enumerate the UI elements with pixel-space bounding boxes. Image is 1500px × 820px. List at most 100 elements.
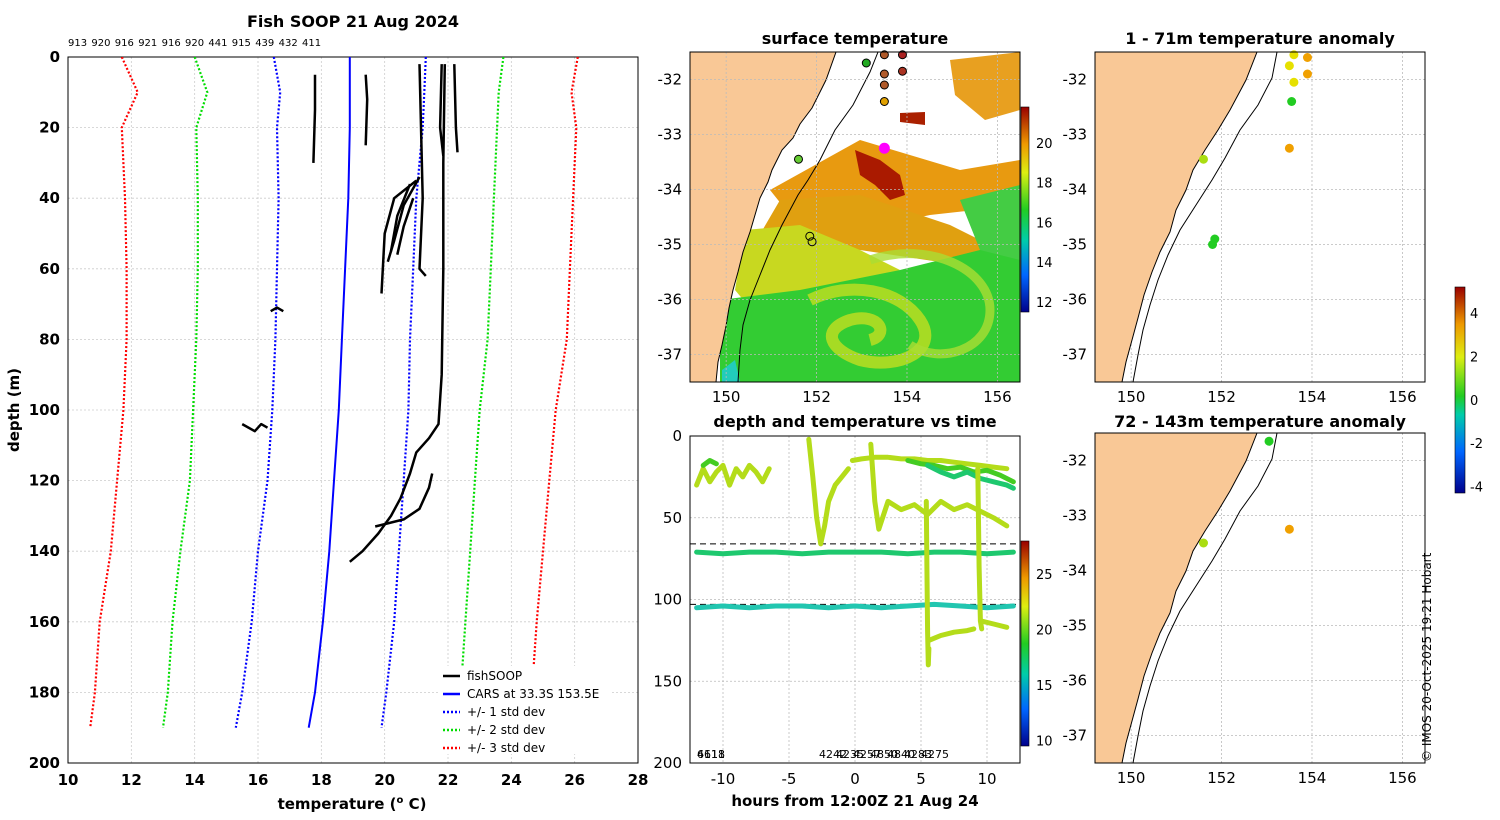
dt-axes-frame — [689, 435, 1021, 764]
profile-count-label: 913 — [68, 38, 87, 49]
profile-axes-frame — [67, 56, 639, 764]
anom1-point — [1289, 77, 1299, 87]
sst-ticks: 150 152 154 156 -32 -33 -34 -35 -36 -37 — [658, 71, 1012, 407]
sst-xtick-label: 152 — [802, 388, 831, 406]
profile-count-label: 432 — [279, 38, 298, 49]
anom1-ticks: 150 152 154 156 -32 -33 -34 -35 -36 -37 — [1063, 71, 1417, 407]
dt-ytick-label: 200 — [653, 754, 682, 772]
dt-colorbar-tick-label: 20 — [1036, 624, 1053, 639]
legend-label: fishSOOP — [467, 669, 522, 683]
profile-std-line — [161, 57, 209, 728]
sst-hot-filament — [855, 150, 905, 200]
anom2-title: 72 - 143m temperature anomaly — [1114, 412, 1406, 431]
dt-station-label: 4850 — [870, 748, 898, 761]
dt-ytick-label: 0 — [672, 427, 682, 445]
dt-tracks — [694, 436, 1016, 668]
profile-xtick-label: 16 — [248, 771, 269, 789]
profile-fishsoop-line — [380, 179, 418, 294]
legend-label: CARS at 33.3S 153.5E — [467, 687, 599, 701]
anom2-point — [1264, 436, 1274, 446]
profile-std-lines — [89, 57, 579, 728]
anom2-xtick-label: 154 — [1298, 769, 1327, 787]
sst-station-marker — [879, 97, 889, 106]
sst-station-marker — [897, 66, 907, 76]
credit-text: © IMOS 20-Oct-2025 19:21 Hobart — [1420, 552, 1434, 762]
anom1-ytick-label: -33 — [1063, 126, 1088, 144]
anom2-points — [1198, 436, 1294, 548]
profile-count-label: 916 — [115, 38, 134, 49]
profile-panel: Fish SOOP 21 Aug 2024 913 920 916 921 916 920… — [5, 12, 648, 813]
sst-stations — [793, 50, 907, 247]
sst-axes-frame — [689, 51, 1021, 383]
profile-count-label: 920 — [91, 38, 110, 49]
profile-fishsoop-line — [438, 64, 445, 156]
profile-x-ticks: 10 12 14 16 18 20 22 24 26 28 — [58, 771, 649, 789]
profile-ytick-label: 120 — [29, 472, 60, 490]
profile-ytick-label: 140 — [29, 542, 60, 560]
anomaly-72-143-panel: 72 - 143m temperature anomaly 150 152 154 1… — [1063, 286, 1483, 788]
anom1-ytick-label: -37 — [1063, 346, 1088, 364]
anom1-point — [1302, 69, 1312, 79]
sst-colorbar-tick-label: 16 — [1036, 216, 1053, 231]
profile-fishsoop-line — [389, 183, 412, 252]
anom1-isobath — [1132, 51, 1278, 383]
anom1-ytick-label: -36 — [1063, 291, 1088, 309]
anom2-ytick-label: -33 — [1063, 507, 1088, 525]
sst-grid — [690, 52, 1020, 382]
dt-xtick-label: 5 — [916, 770, 926, 788]
dt-station-label: 4242 — [819, 748, 847, 761]
profile-xtick-label: 10 — [58, 771, 79, 789]
anom2-xtick-label: 150 — [1117, 769, 1146, 787]
anom2-ytick-label: -32 — [1063, 452, 1088, 470]
anom2-ticks: 150 152 154 156 -32 -33 -34 -35 -36 -37 — [1063, 452, 1417, 788]
anom2-xtick-label: 152 — [1207, 769, 1236, 787]
dt-ytick-label: 150 — [653, 672, 682, 690]
profile-xtick-label: 28 — [628, 771, 649, 789]
legend-label: +/- 1 std dev — [467, 705, 545, 719]
dt-ytick-label: 100 — [653, 591, 682, 609]
sst-hot-spot-north — [900, 112, 925, 125]
dt-track — [975, 466, 985, 632]
sst-ytick-label: -37 — [658, 346, 683, 364]
profile-fishsoop-line — [270, 306, 284, 313]
profile-xlabel-sup: o — [396, 795, 403, 806]
sst-ytick-label: -36 — [658, 291, 683, 309]
profile-counts: 913 920 916 921 916 920 441 915 439 432 411 — [68, 38, 321, 49]
dt-track — [806, 436, 851, 547]
profile-fishsoop-line — [396, 197, 415, 255]
legend-box — [438, 666, 610, 754]
profile-ylabel: depth (m) — [5, 368, 23, 452]
anom1-ytick-label: -35 — [1063, 236, 1088, 254]
profile-legend: fishSOOP CARS at 33.3S 153.5E +/- 1 std de… — [438, 666, 610, 755]
anom2-ytick-label: -35 — [1063, 617, 1088, 635]
sst-green-east — [960, 185, 1020, 260]
dt-track — [694, 601, 1016, 611]
dt-grid — [690, 436, 1020, 763]
profile-count-label: 920 — [185, 38, 204, 49]
dt-xtick-label: 0 — [850, 770, 860, 788]
anom2-xtick-label: 156 — [1388, 769, 1417, 787]
profile-std-line — [380, 57, 427, 728]
sst-station-marker — [807, 237, 817, 247]
profile-xtick-label: 26 — [564, 771, 585, 789]
sst-north-ne-patch — [950, 52, 1020, 120]
sst-colorbar-tick-label: 18 — [1036, 177, 1053, 192]
profile-xtick-label: 18 — [311, 771, 332, 789]
anom1-point — [1198, 154, 1208, 164]
dt-xtick-label: -10 — [711, 770, 736, 788]
anom2-ytick-label: -37 — [1063, 727, 1088, 745]
profile-ytick-label: 80 — [39, 330, 60, 348]
profile-xtick-label: 12 — [121, 771, 142, 789]
profile-xlabel: temperature (o C) — [278, 795, 427, 813]
profile-y-ticks: 0 20 40 60 80 100 120 140 160 180 200 — [29, 48, 60, 772]
anom-colorbar-tick-label: -2 — [1470, 437, 1483, 452]
dt-colorbar — [1020, 540, 1030, 747]
sst-station-marker — [879, 50, 889, 60]
anom-colorbar — [1454, 286, 1466, 494]
depth-time-panel: depth and temperature vs time -10 -5 0 5 100… — [653, 412, 1052, 810]
dt-station-label: 4611 — [697, 748, 725, 761]
anom1-point — [1208, 240, 1218, 249]
profile-fishsoop-line — [241, 422, 269, 433]
